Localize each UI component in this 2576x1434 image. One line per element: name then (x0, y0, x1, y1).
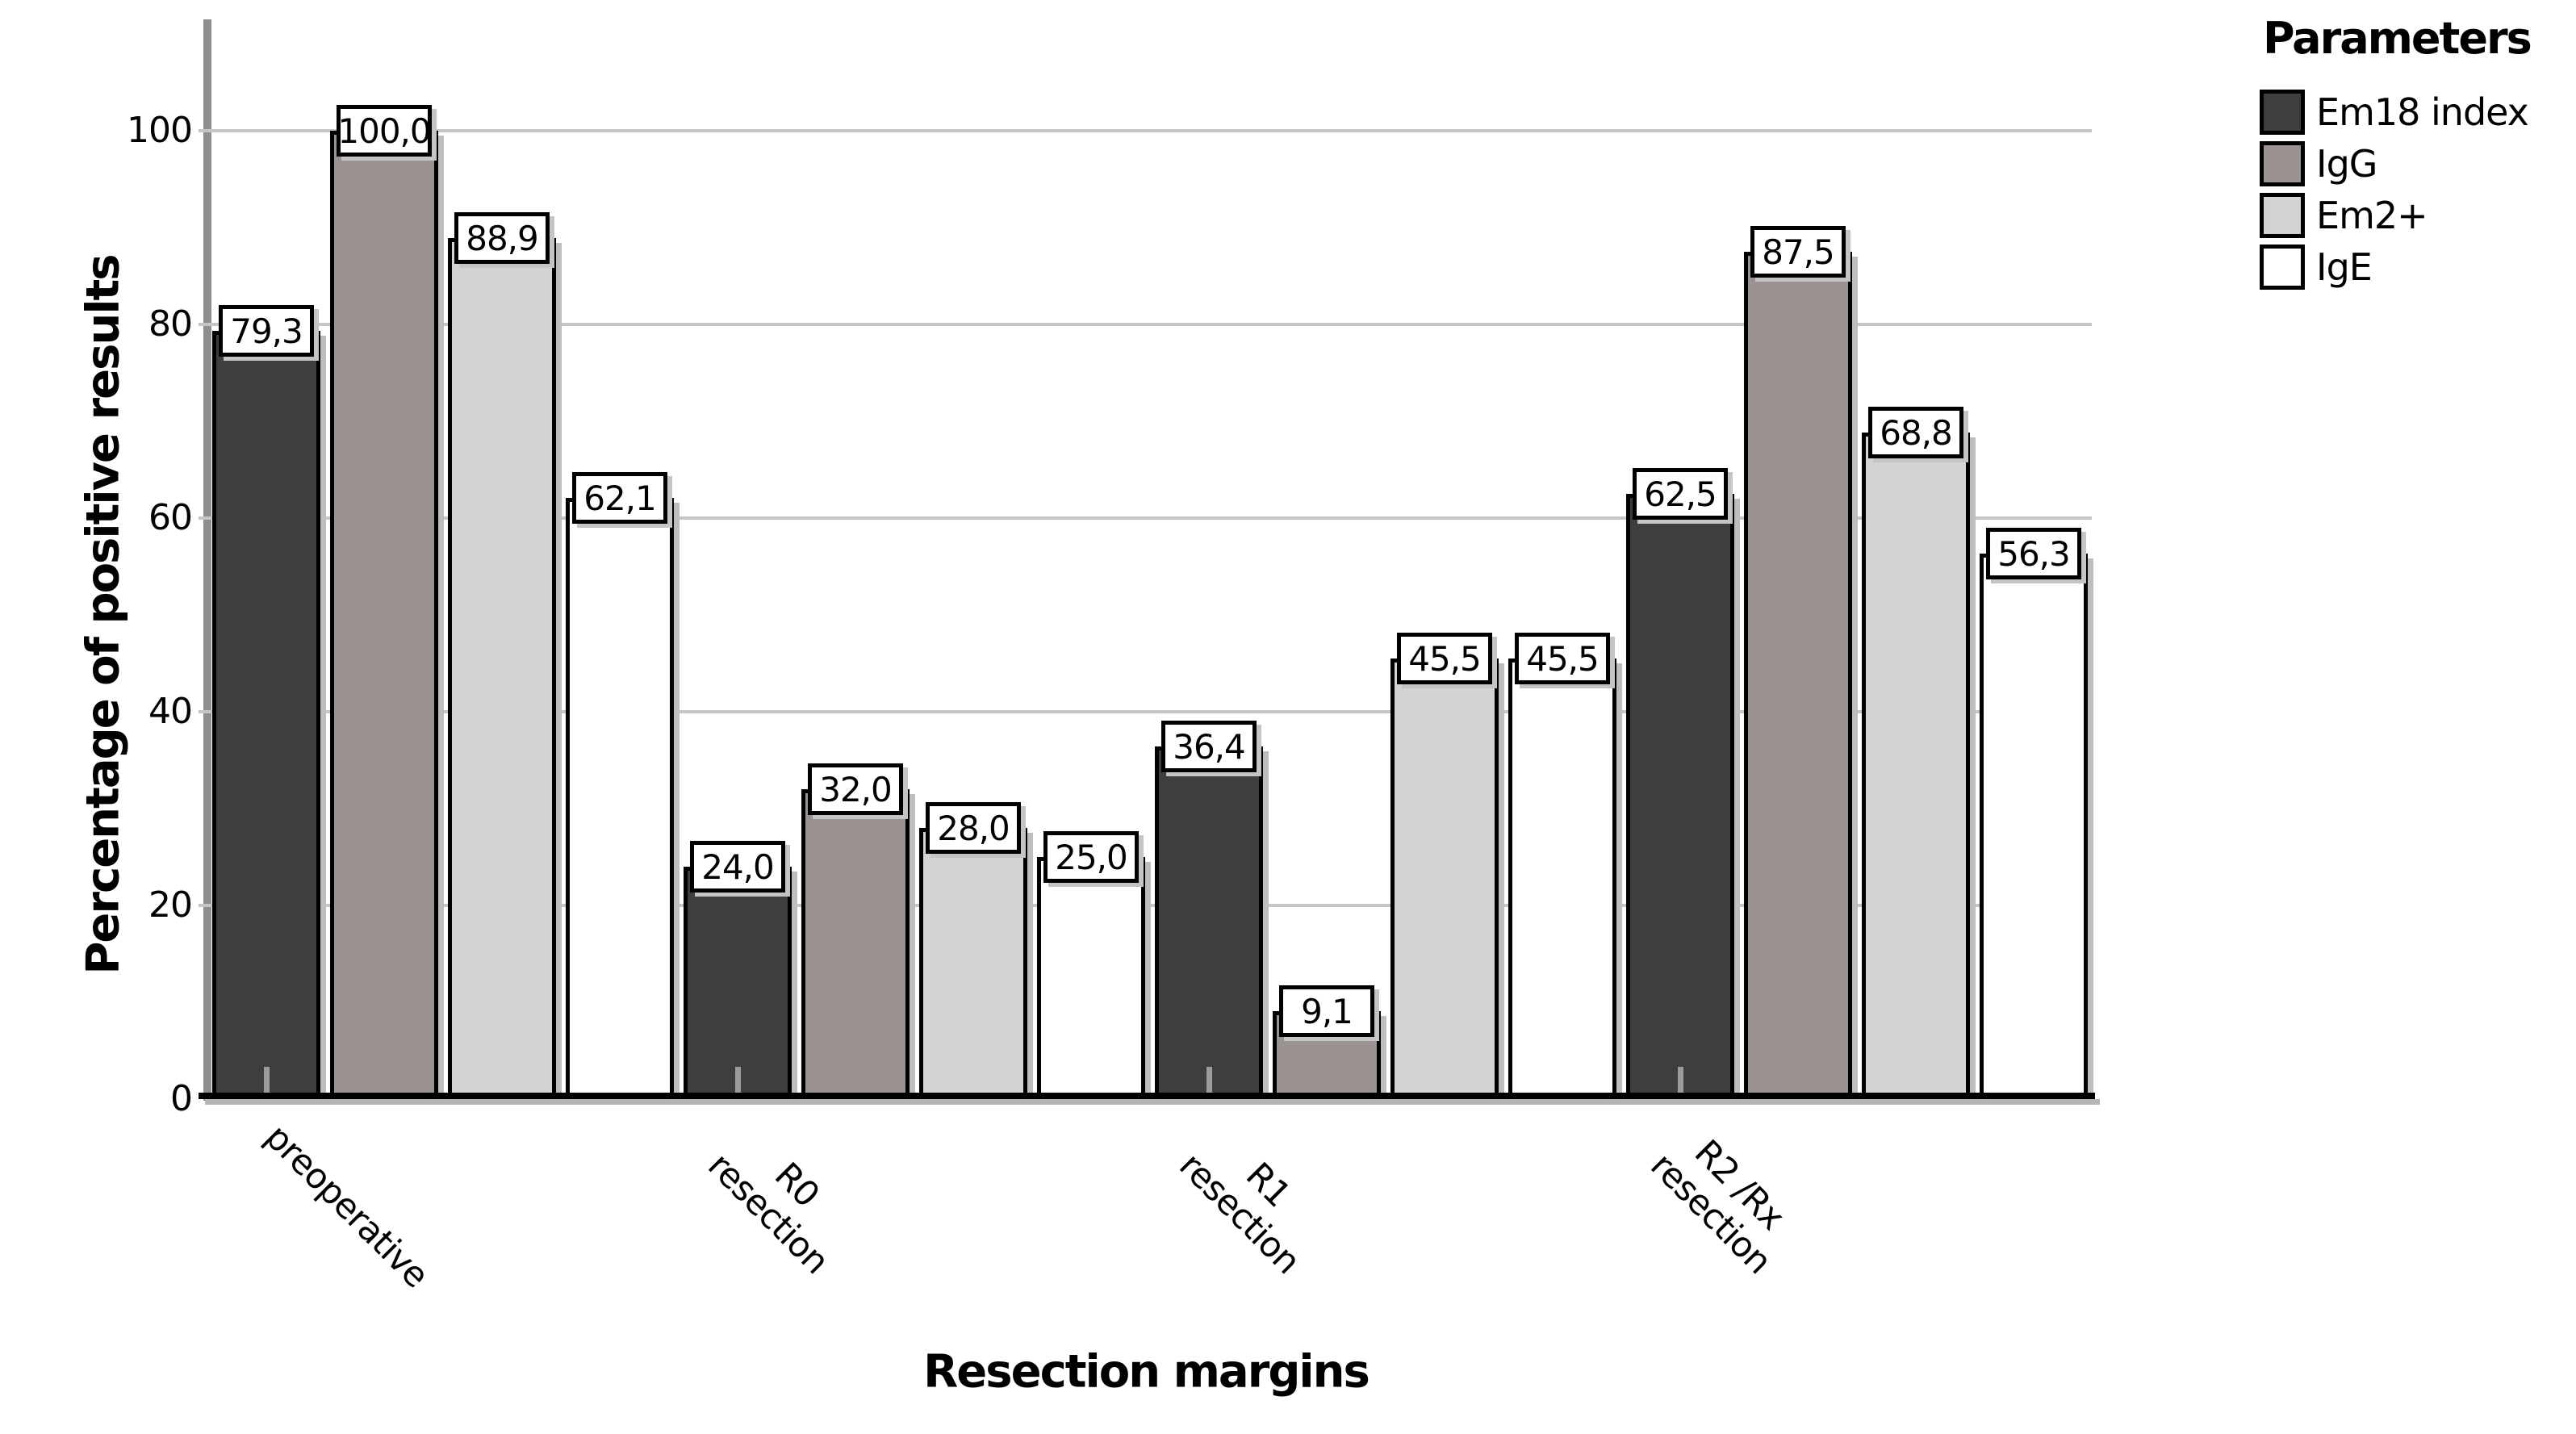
y-tick-label: 80 (148, 303, 193, 345)
legend-swatch (2260, 141, 2305, 186)
bar-igg (801, 789, 910, 1099)
legend-swatch (2260, 245, 2305, 290)
legend-swatch (2260, 193, 2305, 238)
x-axis-line (199, 1093, 2095, 1099)
bar-ige (566, 498, 674, 1099)
legend-item: IgE (2253, 241, 2531, 293)
bar-em2- (1862, 433, 1970, 1099)
y-tick-label: 100 (127, 110, 193, 151)
legend-item: Em2+ (2253, 190, 2531, 241)
legend-swatch (2260, 90, 2305, 135)
bar-ige (1980, 554, 2088, 1099)
gridline (199, 323, 2092, 326)
value-label: 36,4 (1161, 721, 1257, 772)
x-axis-title: Resection margins (923, 1345, 1370, 1398)
category-tick (1678, 1067, 1683, 1093)
value-label: 100,0 (337, 105, 432, 157)
category-tick (264, 1067, 270, 1093)
bar-em18-index (684, 867, 792, 1099)
category-label: preoperative (257, 1117, 437, 1296)
category-label: R1 resection (1171, 1145, 1308, 1282)
legend: Parameters Em18 index IgG Em2+ IgE (2253, 13, 2532, 293)
legend-items: Em18 index IgG Em2+ IgE (2253, 86, 2531, 293)
bar-ige (1508, 658, 1616, 1099)
value-label: 28,0 (926, 802, 1021, 854)
gridline (199, 129, 2092, 132)
category-tick (735, 1067, 741, 1093)
y-tick-label: 60 (148, 497, 193, 538)
legend-item-label: IgG (2316, 142, 2377, 186)
value-label: 32,0 (808, 763, 903, 815)
category-label: R0 resection (700, 1145, 837, 1282)
value-label: 25,0 (1043, 831, 1139, 883)
value-label: 9,1 (1279, 985, 1374, 1037)
bar-igg (330, 131, 438, 1099)
bar-em18-index (212, 331, 320, 1099)
y-tick-label: 40 (148, 691, 193, 732)
value-label: 88,9 (454, 212, 550, 264)
value-label: 62,5 (1633, 468, 1728, 520)
y-axis-line (203, 19, 211, 1101)
y-axis-title: Percentage of positive results (77, 255, 130, 975)
y-tick-label: 20 (148, 884, 193, 926)
gridline (199, 904, 2092, 907)
legend-item: Em18 index (2253, 86, 2531, 138)
legend-item: IgG (2253, 138, 2531, 190)
value-label: 56,3 (1986, 528, 2081, 579)
value-label: 45,5 (1397, 633, 1492, 684)
bar-em18-index (1155, 746, 1263, 1099)
value-label: 87,5 (1750, 226, 1846, 278)
bar-igg (1744, 252, 1852, 1099)
category-label: R2 /Rx resection (1642, 1132, 1792, 1282)
value-label: 68,8 (1868, 407, 1963, 458)
bar-em2- (448, 238, 556, 1099)
gridline (199, 516, 2092, 520)
value-label: 62,1 (572, 472, 667, 524)
y-tick-label: 0 (170, 1078, 193, 1119)
legend-title: Parameters (2263, 13, 2532, 64)
bar-em18-index (1626, 494, 1734, 1099)
legend-item-label: IgE (2316, 245, 2373, 289)
bar-ige (1037, 857, 1145, 1099)
bar-em2- (919, 828, 1027, 1099)
gridline (199, 710, 2092, 713)
legend-item-label: Em2+ (2316, 194, 2428, 237)
value-label: 45,5 (1515, 633, 1610, 684)
legend-item-label: Em18 index (2316, 90, 2529, 134)
category-tick (1206, 1067, 1212, 1093)
bar-em2- (1390, 658, 1499, 1099)
value-label: 24,0 (690, 841, 785, 893)
x-axis-shadow (205, 1099, 2100, 1105)
value-label: 79,3 (219, 305, 314, 357)
